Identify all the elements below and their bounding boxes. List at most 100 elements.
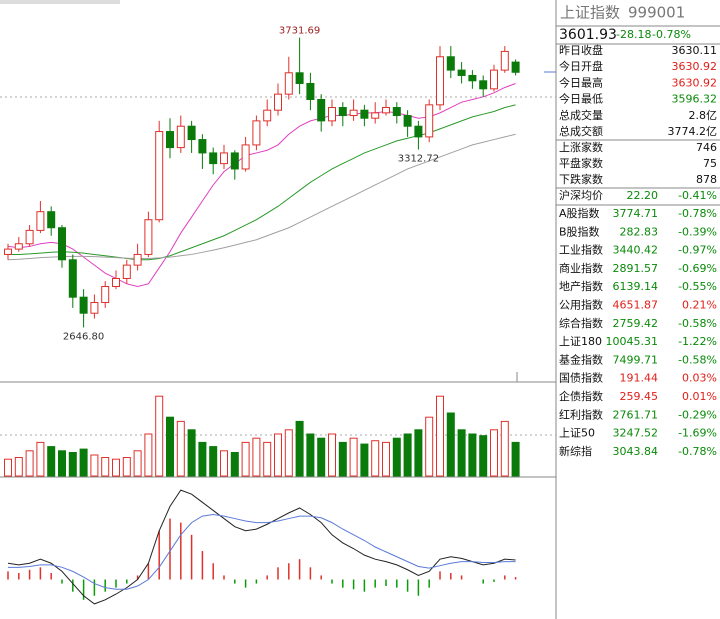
- candle-body: [425, 104, 434, 138]
- row-pct: -1.69%: [678, 427, 717, 440]
- candle-body: [144, 219, 153, 255]
- row-pct: -0.58%: [678, 317, 717, 330]
- volume-bar: [25, 450, 34, 477]
- volume-bar: [436, 395, 444, 477]
- candle-body: [403, 115, 412, 127]
- volume-bar: [295, 420, 304, 477]
- row-value: 3440.42: [613, 244, 659, 257]
- row-label: 总成交额: [559, 124, 603, 138]
- row-label: 沪深均价: [559, 188, 603, 202]
- candle-body: [392, 107, 401, 117]
- row-pct: 0.21%: [682, 299, 717, 312]
- candle-body: [284, 72, 293, 95]
- volume-bar: [230, 451, 239, 477]
- volume-bar: [479, 435, 488, 477]
- volume-bar: [220, 450, 228, 477]
- row-label: 地产指数: [559, 279, 603, 293]
- row-label: 公用指数: [559, 298, 603, 312]
- candle-body: [338, 107, 347, 117]
- row-label: 上证50: [559, 427, 595, 440]
- volume-bar: [252, 437, 261, 477]
- volume-bar: [446, 412, 455, 477]
- volume-bar: [155, 395, 164, 477]
- row-pct: -0.97%: [678, 244, 717, 257]
- volume-bar: [101, 457, 110, 477]
- macd-dif: [7, 489, 516, 605]
- candle-body: [166, 131, 174, 149]
- moving-average: [7, 133, 516, 261]
- row-value: 3247.52: [613, 427, 659, 440]
- row-label: 基金指数: [559, 352, 603, 366]
- volume-bar: [274, 433, 282, 477]
- candle-body: [414, 125, 423, 138]
- candle-body: [317, 99, 326, 122]
- row-value: 2891.57: [613, 262, 659, 275]
- volume-bar: [306, 433, 315, 477]
- top-tab: [0, 0, 120, 4]
- row-label: 下跌家数: [559, 172, 603, 186]
- candle-body: [112, 277, 120, 288]
- row-pct: -0.41%: [678, 189, 717, 202]
- candle-body: [295, 72, 304, 84]
- price-annotation: 2646.80: [63, 331, 104, 342]
- volume-bar: [500, 420, 509, 477]
- candle-body: [252, 120, 261, 146]
- volume-bar: [457, 429, 466, 477]
- row-label: 工业指数: [559, 243, 603, 257]
- row-pct: -1.22%: [678, 335, 717, 348]
- row-label: 商业指数: [559, 261, 603, 275]
- volume-bar: [122, 457, 131, 477]
- candle-body: [187, 125, 196, 141]
- candle-body: [68, 259, 77, 298]
- volume-bar: [133, 450, 142, 477]
- volume-bar: [425, 416, 434, 477]
- candle-body: [263, 109, 272, 122]
- volume-bar: [47, 446, 56, 477]
- candle-body: [306, 82, 315, 100]
- volume-bar: [317, 437, 326, 477]
- candle-body: [90, 302, 99, 314]
- candle-body: [58, 227, 66, 261]
- row-value: 3774.2亿: [668, 125, 718, 138]
- row-value: 2761.71: [613, 408, 659, 421]
- volume-bar: [403, 433, 412, 477]
- row-pct: -0.69%: [678, 262, 717, 275]
- volume-bar: [58, 450, 66, 477]
- row-pct: -0.55%: [678, 280, 717, 293]
- volume-bar: [392, 437, 401, 477]
- volume-bar: [349, 437, 358, 477]
- row-label: 上涨家数: [559, 140, 603, 154]
- volume-bar: [284, 429, 293, 477]
- volume-bar: [209, 446, 218, 477]
- row-value: 3630.92: [672, 60, 718, 73]
- row-pct: -0.58%: [678, 353, 717, 366]
- row-label: 国债指数: [559, 371, 603, 385]
- candle-body: [479, 80, 488, 90]
- row-label: A股指数: [559, 206, 600, 220]
- row-value: 191.44: [620, 372, 659, 385]
- volume-bar: [68, 451, 77, 477]
- row-label: 上证180: [559, 335, 602, 348]
- volume-bar: [36, 441, 45, 477]
- quote-name: 上证指数: [560, 4, 620, 22]
- candle-body: [360, 109, 369, 119]
- row-value: 259.45: [620, 390, 659, 403]
- candle-body: [241, 144, 250, 170]
- candle-body: [500, 50, 509, 71]
- price-annotation: 3731.69: [279, 26, 320, 37]
- volume-bar: [511, 441, 520, 477]
- quote-price: 3601.93: [559, 27, 617, 43]
- candle-body: [457, 69, 466, 76]
- candle-body: [371, 112, 380, 119]
- row-pct: -0.39%: [678, 225, 717, 238]
- volume-bar: [338, 441, 347, 477]
- quote-code: 999001: [628, 4, 685, 22]
- candle-body: [122, 264, 131, 279]
- row-value: 22.20: [627, 189, 659, 202]
- row-pct: -0.78%: [678, 445, 717, 458]
- candle-body: [155, 131, 164, 221]
- candle-body: [274, 93, 282, 111]
- candle-body: [36, 211, 45, 231]
- row-value: 746: [696, 141, 717, 154]
